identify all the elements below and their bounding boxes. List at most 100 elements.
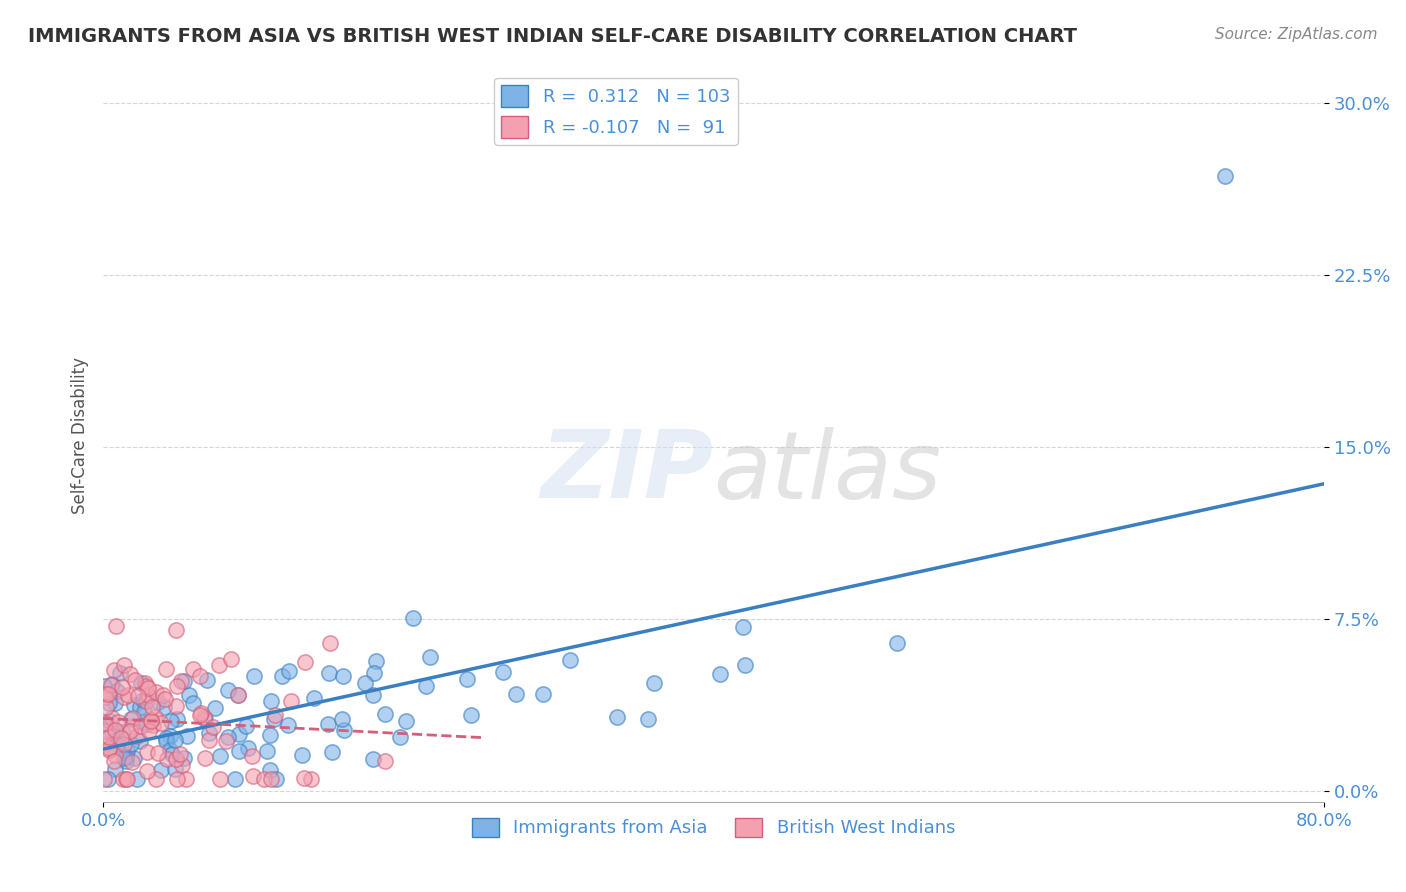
Point (120, 737, 142, 751)
Point (98, 741, 121, 756)
Point (111, 680, 134, 694)
Point (292, 771, 315, 785)
Point (120, 724, 142, 739)
Point (166, 772, 188, 787)
Point (101, 710, 124, 724)
Text: atlas: atlas (713, 426, 942, 517)
Point (132, 693, 155, 707)
Point (228, 727, 250, 741)
Point (215, 734, 238, 748)
Point (209, 748, 232, 763)
Point (169, 747, 191, 761)
Point (105, 618, 128, 632)
Point (731, 620, 754, 634)
Point (155, 731, 177, 745)
Point (112, 772, 135, 787)
Point (150, 716, 173, 731)
Point (330, 712, 353, 726)
Point (374, 754, 396, 768)
Point (332, 669, 354, 683)
Point (235, 719, 257, 733)
Point (208, 657, 231, 672)
Point (108, 666, 131, 681)
Point (104, 748, 127, 763)
Point (93, 715, 115, 730)
Point (155, 662, 177, 676)
Point (136, 681, 159, 695)
Point (316, 717, 339, 731)
Legend: Immigrants from Asia, British West Indians: Immigrants from Asia, British West India… (465, 811, 962, 845)
Point (139, 714, 162, 728)
Point (643, 676, 665, 690)
Point (165, 699, 187, 714)
Point (173, 750, 195, 764)
Point (105, 684, 128, 698)
Point (100, 678, 122, 692)
Point (98, 714, 121, 729)
Point (136, 764, 159, 779)
Point (146, 746, 169, 760)
Point (150, 764, 173, 778)
Point (224, 772, 246, 787)
Point (165, 732, 187, 747)
Point (97, 730, 120, 744)
Point (96, 717, 118, 731)
Point (112, 657, 135, 672)
Point (139, 713, 162, 727)
Point (111, 724, 134, 739)
Point (361, 752, 384, 766)
Point (115, 772, 138, 787)
Point (94, 690, 117, 704)
Point (318, 666, 340, 681)
Point (291, 748, 314, 763)
Point (177, 688, 200, 702)
Point (188, 708, 211, 723)
Point (242, 769, 264, 783)
Point (103, 663, 125, 677)
Point (152, 699, 174, 714)
Point (264, 707, 287, 722)
Point (266, 772, 288, 787)
Point (321, 745, 343, 759)
Point (319, 636, 342, 650)
Point (366, 654, 388, 668)
Point (93, 772, 115, 787)
Point (100, 725, 122, 739)
Point (165, 751, 187, 765)
Point (193, 751, 215, 765)
Point (155, 734, 177, 748)
Point (172, 758, 194, 772)
Point (166, 679, 188, 693)
Point (253, 772, 276, 787)
Point (219, 652, 242, 666)
Point (121, 711, 143, 725)
Point (173, 674, 195, 689)
Point (101, 677, 124, 691)
Point (260, 694, 283, 708)
Point (256, 744, 278, 758)
Point (135, 716, 157, 731)
Point (156, 751, 179, 765)
Point (1213, 169, 1236, 184)
Point (492, 665, 515, 680)
Point (709, 667, 731, 681)
Point (128, 733, 150, 747)
Point (97, 772, 120, 787)
Point (419, 649, 441, 664)
Point (606, 710, 628, 724)
Point (120, 712, 142, 726)
Point (505, 687, 527, 701)
Point (361, 688, 384, 702)
Point (98, 743, 121, 757)
Point (104, 723, 127, 737)
Point (132, 715, 155, 730)
Point (127, 729, 149, 743)
Point (93, 680, 115, 694)
Point (129, 700, 152, 714)
Point (112, 737, 135, 751)
Point (112, 690, 135, 704)
Point (122, 698, 145, 712)
Point (142, 718, 165, 732)
Point (103, 732, 125, 747)
Point (174, 772, 197, 787)
